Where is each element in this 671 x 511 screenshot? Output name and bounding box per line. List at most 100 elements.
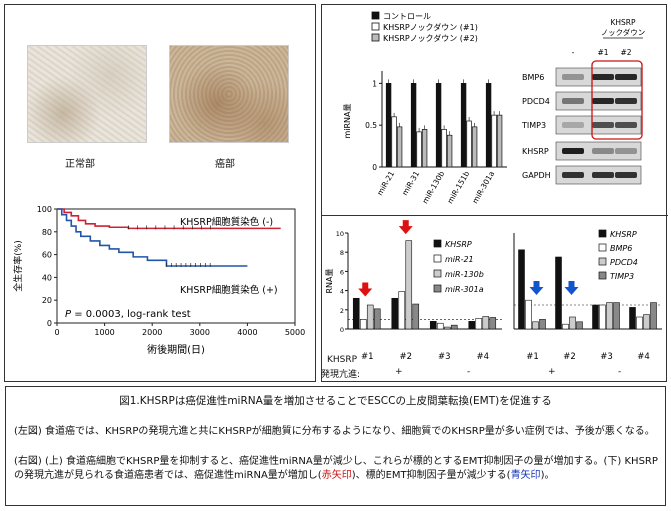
top-bar bbox=[496, 114, 503, 168]
top-y-tick-label: 1 bbox=[372, 79, 377, 88]
top-legend-swatch bbox=[371, 22, 380, 31]
blot-band-label: PDCD4 bbox=[522, 97, 550, 106]
bl-bar bbox=[489, 317, 497, 330]
top-bar bbox=[441, 129, 447, 168]
bl-bar bbox=[436, 322, 444, 330]
br-bar bbox=[629, 307, 636, 330]
bl-legend-label: miR-21 bbox=[445, 255, 474, 264]
blot-band bbox=[592, 148, 614, 154]
blot-band bbox=[615, 148, 637, 154]
top-bar bbox=[485, 83, 492, 168]
top-legend-swatch bbox=[371, 11, 380, 20]
br-blue-arrow bbox=[564, 281, 579, 295]
br-group-label: #2 bbox=[563, 352, 576, 362]
br-bar bbox=[518, 249, 525, 330]
blot-band bbox=[592, 172, 614, 178]
br-legend-label: TIMP3 bbox=[610, 272, 634, 281]
top-category-label: miR-21 bbox=[375, 169, 396, 197]
br-bar bbox=[636, 316, 643, 330]
br-bar bbox=[613, 302, 620, 330]
top-y-tick-label: 0.5 bbox=[365, 121, 377, 130]
blot-lane-label: #1 bbox=[597, 48, 608, 57]
blot-highlight-box bbox=[591, 60, 643, 140]
blot-band-label: TIMP3 bbox=[521, 121, 546, 130]
top-category-label: miR-130b bbox=[420, 169, 446, 205]
km-y-tick-label: 60 bbox=[42, 251, 52, 260]
top-bar bbox=[396, 126, 403, 168]
blot-band bbox=[562, 122, 584, 128]
blot-band bbox=[615, 98, 637, 104]
bl-red-arrow bbox=[358, 282, 373, 297]
br-bar bbox=[592, 304, 599, 330]
bl-bar bbox=[359, 319, 367, 330]
top-bar bbox=[460, 83, 467, 168]
top-legend-label: KHSRPノックダウン (#2) bbox=[383, 33, 478, 43]
br-group-label: #4 bbox=[637, 352, 650, 362]
km-x-tick-label: 4000 bbox=[237, 328, 257, 337]
km-y-axis-label: 全生存率(%) bbox=[12, 240, 24, 292]
top-bar bbox=[435, 83, 442, 168]
top-legend-label: コントロール bbox=[383, 12, 431, 21]
expression-plus-2: + bbox=[548, 367, 556, 377]
km-x-tick-label: 0 bbox=[54, 328, 59, 337]
km-label-negative: KHSRP細胞質染色 (-) bbox=[180, 216, 273, 228]
br-group-label: #1 bbox=[526, 352, 539, 362]
top-bar bbox=[466, 120, 472, 168]
br-legend-label: KHSRP bbox=[610, 230, 637, 239]
normal-tissue-image bbox=[27, 45, 147, 143]
bl-bar bbox=[398, 291, 406, 330]
km-x-tick-label: 3000 bbox=[190, 328, 210, 337]
blot-band bbox=[562, 148, 584, 154]
bl-bar bbox=[366, 304, 374, 330]
top-bar bbox=[471, 126, 478, 168]
br-legend-swatch bbox=[598, 229, 607, 238]
caption-p2-c: )。 bbox=[540, 470, 555, 481]
top-legend-swatch bbox=[371, 33, 380, 42]
bl-bar bbox=[429, 321, 437, 330]
bl-y-axis-label: RNA量 bbox=[325, 268, 334, 293]
bl-bar bbox=[391, 297, 399, 330]
expression-minus-1: - bbox=[467, 367, 471, 377]
bl-group-label: #1 bbox=[361, 352, 374, 362]
normal-tissue-label: 正常部 bbox=[65, 159, 95, 170]
bl-bar bbox=[443, 326, 451, 330]
top-category-label: miR-151b bbox=[445, 169, 471, 205]
bl-legend-swatch bbox=[433, 269, 442, 278]
figure-caption: 図1.KHSRPは癌促進性miRNA量を増加させることでESCCの上皮間葉転換(… bbox=[5, 386, 666, 506]
expression-row-label: 発現亢進: bbox=[321, 370, 361, 380]
br-legend-label: PDCD4 bbox=[610, 258, 638, 267]
top-bar bbox=[391, 116, 397, 168]
bl-legend-label: miR-130b bbox=[445, 270, 484, 279]
blot-band bbox=[615, 74, 637, 80]
br-legend-label: BMP6 bbox=[610, 244, 632, 253]
top-bar bbox=[410, 83, 417, 168]
patient-target-chart: #1 #2 #3 #4 KHSRP BMP6 PDCD4 TIMP3 bbox=[513, 229, 662, 362]
km-label-positive: KHSRP細胞質染色 (+) bbox=[180, 284, 278, 296]
top-bar bbox=[416, 131, 422, 168]
blot-band bbox=[592, 74, 614, 80]
br-blue-arrow bbox=[529, 281, 544, 295]
cancer-tissue-label: 癌部 bbox=[215, 159, 235, 170]
bl-bar bbox=[450, 324, 458, 330]
bl-group-label: #4 bbox=[476, 352, 489, 362]
br-bar bbox=[525, 299, 532, 330]
expression-minus-2: - bbox=[618, 367, 622, 377]
br-group-label: #3 bbox=[600, 352, 613, 362]
panel-divider bbox=[322, 215, 668, 216]
expression-plus-1: + bbox=[395, 367, 403, 377]
bl-legend-swatch bbox=[433, 284, 442, 293]
bl-y-tick-label: 0 bbox=[340, 326, 344, 334]
br-legend-swatch bbox=[598, 271, 607, 280]
blot-lane-label: #2 bbox=[620, 48, 631, 57]
km-y-tick-label: 80 bbox=[42, 228, 52, 237]
caption-paragraph-2: (右図) (上) 食道癌細胞でKHSRP量を抑制すると、癌促進性miRNA量が減… bbox=[14, 455, 662, 483]
top-legend-label: KHSRPノックダウン (#1) bbox=[383, 22, 478, 32]
caption-p2-b: )、標的EMT抑制因子量が減少する( bbox=[351, 470, 511, 481]
top-y-tick-label: 0 bbox=[372, 163, 377, 172]
br-bar bbox=[555, 256, 562, 330]
km-x-tick-label: 1000 bbox=[94, 328, 114, 337]
br-bar bbox=[539, 319, 546, 330]
br-bar bbox=[650, 302, 657, 330]
